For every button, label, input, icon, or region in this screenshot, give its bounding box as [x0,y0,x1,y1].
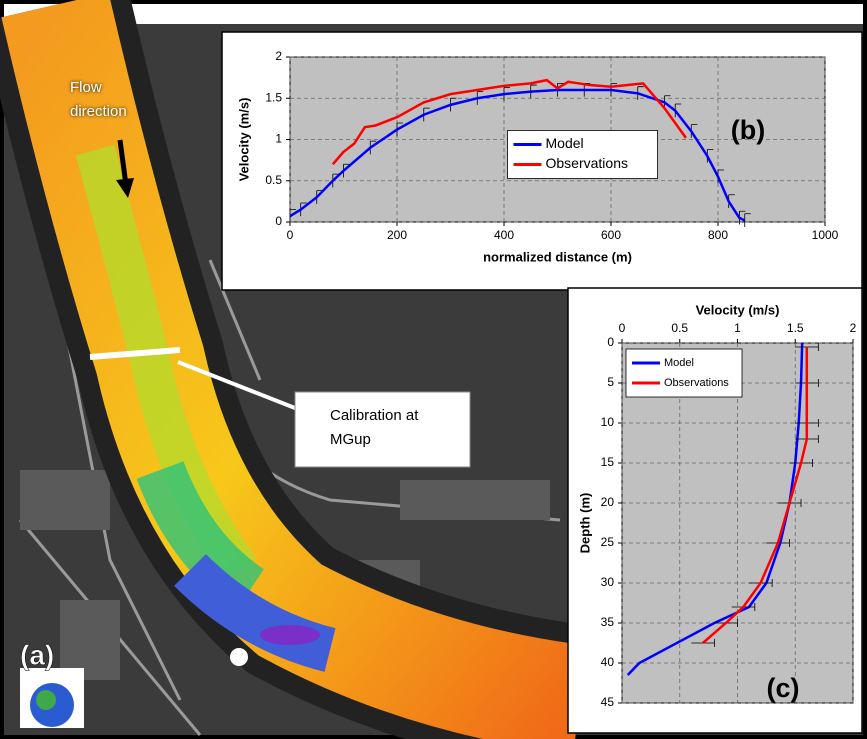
y-tick-label: 0 [607,335,614,349]
y-tick-label: 45 [601,695,615,709]
y-tick-label: 15 [601,455,615,469]
x-tick-label: 400 [494,228,514,242]
y-tick-label: 30 [601,575,615,589]
x-tick-label: 0.5 [671,321,688,335]
x-axis-title: normalized distance (m) [483,249,632,264]
y-tick-label: 20 [601,495,615,509]
x-tick-label: 2 [850,321,857,335]
x-tick-label: 0 [287,228,294,242]
y-tick-label: 1.5 [265,90,282,104]
x-tick-label: 600 [601,228,621,242]
flow-label: Flow direction [70,76,160,124]
y-tick-label: 35 [601,615,615,629]
river-deep [260,625,320,645]
panel-label: (a) [20,639,54,670]
legend-label: Model [546,135,584,151]
legend-label: Observations [664,377,729,389]
y-tick-label: 0 [275,214,282,228]
y-tick-label: 5 [607,375,614,389]
x-tick-label: 1 [734,321,741,335]
y-tick-label: 10 [601,415,615,429]
figure: (a) 00.511.5202004006008001000normalized… [0,0,867,739]
legend-label: Observations [546,155,628,171]
y-tick-label: 40 [601,655,615,669]
x-tick-label: 1.5 [787,321,804,335]
y-tick-label: 0.5 [265,173,282,187]
x-tick-label: 0 [619,321,626,335]
y-tick-label: 25 [601,535,615,549]
x-tick-label: 800 [708,228,728,242]
y-tick-label: 2 [275,49,282,63]
panel-label: (b) [731,115,765,145]
calibration-label: Calibration at MGup [330,404,450,452]
x-tick-label: 1000 [812,228,839,242]
station-marker [230,648,248,666]
y-axis-title: Depth (m) [577,493,592,554]
globe-land [36,690,56,710]
panel-label: (c) [767,673,800,703]
legend-label: Model [664,357,694,369]
y-axis-title: Velocity (m/s) [236,98,251,182]
x-axis-title: Velocity (m/s) [696,302,780,317]
y-tick-label: 1 [275,132,282,146]
x-tick-label: 200 [387,228,407,242]
